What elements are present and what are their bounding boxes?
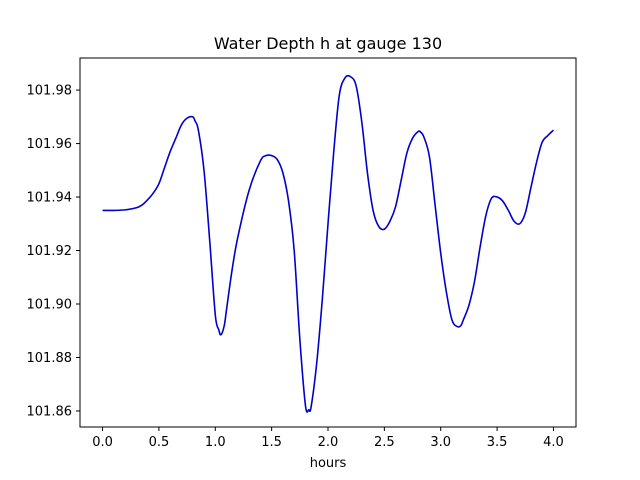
x-tick-label: 2.0: [318, 435, 339, 450]
series-line: [102, 74, 555, 413]
y-axis: 101.86 101.88 101.90 101.92 101.94 101.96 101.…: [27, 84, 80, 419]
y-tick-label: 101.98: [27, 84, 73, 99]
y-tick-label: 101.94: [27, 191, 73, 206]
x-tick-label: 2.5: [374, 435, 395, 450]
x-tick-label: 1.0: [205, 435, 226, 450]
chart-title: Water Depth h at gauge 130: [214, 34, 442, 53]
y-tick-label: 101.96: [27, 137, 73, 152]
y-tick-label: 101.92: [27, 244, 73, 259]
x-axis: 0.0 0.5 1.0 1.5 2.0 2.5 3.0 3.5 4.0: [92, 427, 564, 450]
y-tick-label: 101.88: [27, 351, 73, 366]
plot-frame: [79, 57, 577, 428]
x-tick-label: 1.5: [261, 435, 282, 450]
x-tick-label: 0.0: [92, 435, 113, 450]
x-tick-label: 4.0: [543, 435, 564, 450]
y-tick-label: 101.90: [27, 298, 73, 313]
plot-area: [102, 74, 555, 413]
y-tick-label: 101.86: [27, 404, 73, 419]
x-tick-label: 0.5: [149, 435, 170, 450]
x-tick-label: 3.5: [487, 435, 508, 450]
x-axis-label: hours: [310, 456, 347, 471]
x-tick-label: 3.0: [430, 435, 451, 450]
